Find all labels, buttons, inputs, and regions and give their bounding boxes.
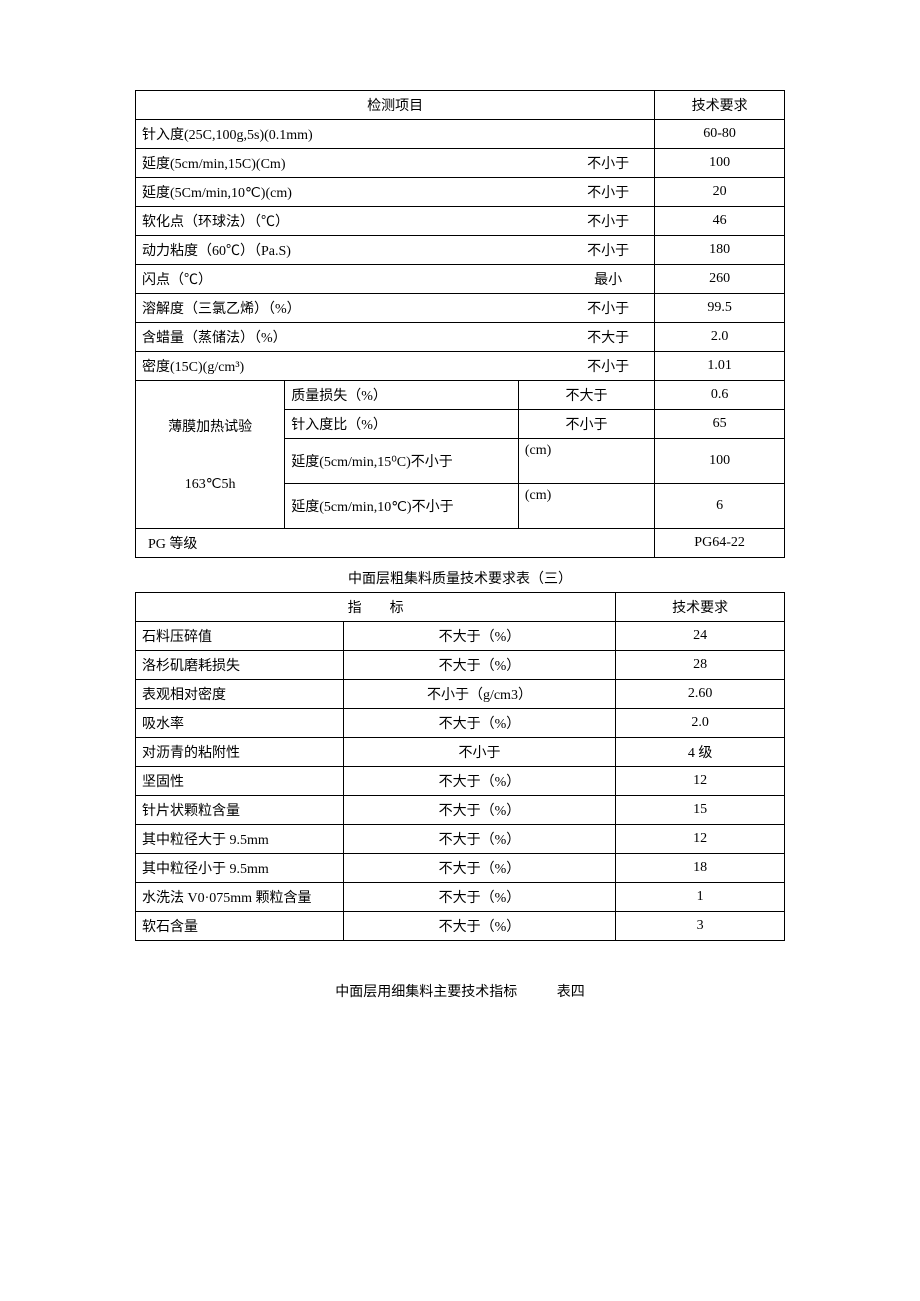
t1-label: 闪点（℃） (142, 269, 212, 289)
t2-label: 对沥青的粘附性 (136, 738, 344, 767)
t2-label: 软石含量 (136, 912, 344, 941)
t1-sub-label: 延度(5cm/min,15⁰C)不小于 (285, 439, 519, 484)
t1-cond: 不小于 (568, 356, 648, 376)
t1-row: 闪点（℃） 最小 (136, 265, 655, 294)
table4-caption-text: 中面层用细集料主要技术指标 (335, 981, 517, 1001)
t1-req: 100 (655, 149, 785, 178)
t2-req: 12 (616, 767, 785, 796)
t2-cond: 不大于（%） (343, 709, 616, 738)
t2-cond: 不大于（%） (343, 767, 616, 796)
t1-label: 含蜡量（蒸储法）（%） (142, 327, 287, 347)
t1-req: 46 (655, 207, 785, 236)
t1-row: 溶解度（三氯乙烯）（%） 不小于 (136, 294, 655, 323)
t2-label: 坚固性 (136, 767, 344, 796)
t1-row: 延度(5Cm/min,10℃)(cm) 不小于 (136, 178, 655, 207)
t1-header-item: 检测项目 (136, 91, 655, 120)
t2-cond: 不小于 (343, 738, 616, 767)
t2-header-item: 指 标 (136, 593, 616, 622)
t2-req: 12 (616, 825, 785, 854)
t1-row: 延度(5cm/min,15C)(Cm) 不小于 (136, 149, 655, 178)
t1-label: 动力粘度（60℃）（Pa.S) (142, 240, 291, 260)
t1-sub-req: 6 (655, 484, 785, 529)
t2-header-req: 技术要求 (616, 593, 785, 622)
t2-label: 水洗法 V0·075mm 颗粒含量 (136, 883, 344, 912)
t2-req: 1 (616, 883, 785, 912)
t2-req: 24 (616, 622, 785, 651)
t2-req: 2.0 (616, 709, 785, 738)
t1-group-title: 薄膜加热试验 163℃5h (136, 381, 285, 529)
table4-caption-num: 表四 (557, 981, 585, 1001)
t1-row: 动力粘度（60℃）（Pa.S) 不小于 (136, 236, 655, 265)
t1-cond: 不小于 (568, 298, 648, 318)
t1-sub-label: 针入度比（%） (285, 410, 519, 439)
t1-cond: 最小 (568, 269, 648, 289)
t1-pg-req: PG64-22 (655, 529, 785, 558)
t1-cond: 不小于 (568, 182, 648, 202)
t1-sub-cond: 不大于 (518, 381, 654, 410)
t1-cond: 不小于 (568, 240, 648, 260)
t1-label: 密度(15C)(g/cm³) (142, 356, 244, 376)
table-asphalt-spec: 检测项目 技术要求 针入度(25C,100g,5s)(0.1mm) 60-80 延… (135, 90, 785, 558)
t1-group-title2: 163℃5h (142, 476, 278, 493)
t2-label: 其中粒径小于 9.5mm (136, 854, 344, 883)
t2-cond: 不大于（%） (343, 825, 616, 854)
t1-sub-label: 质量损失（%） (285, 381, 519, 410)
t2-req: 15 (616, 796, 785, 825)
t1-pg-label: PG 等级 (136, 529, 655, 558)
t2-cond: 不大于（%） (343, 883, 616, 912)
t2-label: 表观相对密度 (136, 680, 344, 709)
t2-label: 针片状颗粒含量 (136, 796, 344, 825)
t2-req: 28 (616, 651, 785, 680)
t1-sub-cond: (cm) (518, 484, 654, 529)
t1-sub-cond: (cm) (518, 439, 654, 484)
t2-req: 4 级 (616, 738, 785, 767)
t1-header-req: 技术要求 (655, 91, 785, 120)
t2-req: 2.60 (616, 680, 785, 709)
t1-req: 2.0 (655, 323, 785, 352)
t1-req: 60-80 (655, 120, 785, 149)
t1-req: 20 (655, 178, 785, 207)
t1-sub-cond: 不小于 (518, 410, 654, 439)
t1-label: 溶解度（三氯乙烯）（%） (142, 298, 301, 318)
t1-label: 延度(5cm/min,15C)(Cm) (142, 153, 286, 173)
t1-sub-req: 65 (655, 410, 785, 439)
t1-req: 260 (655, 265, 785, 294)
t1-cond: 不大于 (568, 327, 648, 347)
t2-label: 吸水率 (136, 709, 344, 738)
t2-label: 其中粒径大于 9.5mm (136, 825, 344, 854)
t1-row: 针入度(25C,100g,5s)(0.1mm) (136, 120, 655, 149)
t1-row: 软化点（环球法）（℃） 不小于 (136, 207, 655, 236)
table2-caption: 中面层粗集料质量技术要求表（三） (135, 568, 785, 588)
t1-req: 1.01 (655, 352, 785, 381)
t2-req: 18 (616, 854, 785, 883)
t1-label: 软化点（环球法）（℃） (142, 211, 289, 231)
t1-group-title1: 薄膜加热试验 (142, 416, 278, 436)
t1-sub-label: 延度(5cm/min,10℃)不小于 (285, 484, 519, 529)
t1-label: 针入度(25C,100g,5s)(0.1mm) (142, 124, 313, 144)
t1-sub-req: 0.6 (655, 381, 785, 410)
t2-cond: 不大于（%） (343, 622, 616, 651)
table4-caption: 中面层用细集料主要技术指标 表四 (135, 981, 785, 1001)
t1-sub-req: 100 (655, 439, 785, 484)
t1-row: 含蜡量（蒸储法）（%） 不大于 (136, 323, 655, 352)
t2-label: 洛杉矶磨耗损失 (136, 651, 344, 680)
t2-cond: 不大于（%） (343, 912, 616, 941)
t2-req: 3 (616, 912, 785, 941)
t2-cond: 不大于（%） (343, 854, 616, 883)
t1-label: 延度(5Cm/min,10℃)(cm) (142, 182, 292, 202)
t1-cond: 不小于 (568, 153, 648, 173)
t1-row: 密度(15C)(g/cm³) 不小于 (136, 352, 655, 381)
t1-cond: 不小于 (568, 211, 648, 231)
t2-cond: 不大于（%） (343, 651, 616, 680)
t2-label: 石料压碎值 (136, 622, 344, 651)
table-coarse-aggregate: 指 标 技术要求 石料压碎值不大于（%）24 洛杉矶磨耗损失不大于（%）28 表… (135, 592, 785, 941)
t1-req: 180 (655, 236, 785, 265)
t2-cond: 不大于（%） (343, 796, 616, 825)
t2-cond: 不小于（g/cm3） (343, 680, 616, 709)
t1-req: 99.5 (655, 294, 785, 323)
